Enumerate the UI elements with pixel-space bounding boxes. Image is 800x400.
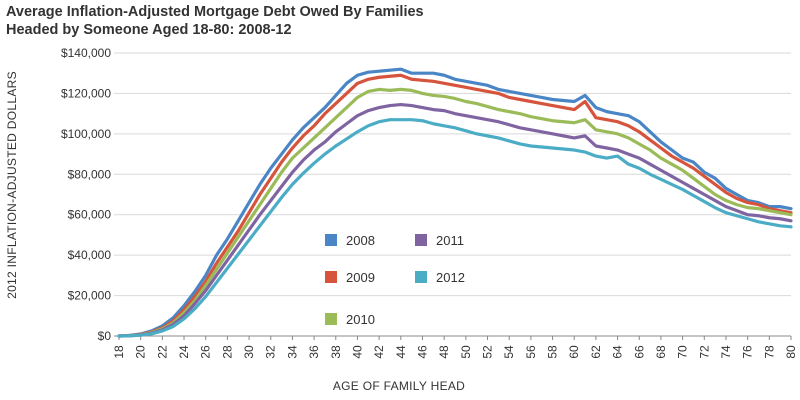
series-line-2010 [117, 87, 793, 338]
y-tick-label: $20,000 [68, 289, 112, 303]
x-tick-label: 32 [264, 345, 278, 359]
x-tick-label: 62 [589, 345, 603, 359]
series-line-2011 [117, 102, 793, 338]
legend: 2008 2011 2009 2012 2010 [325, 233, 465, 327]
x-tick-label: 56 [524, 345, 538, 359]
x-tick-label: 80 [784, 345, 798, 359]
x-tick-label: 26 [199, 345, 213, 359]
y-tick-label: $60,000 [68, 208, 112, 222]
x-tick-label: 52 [481, 345, 495, 359]
x-tick-label: 78 [762, 345, 776, 359]
x-tick-label: 44 [394, 345, 408, 359]
x-tick-label: 68 [654, 345, 668, 359]
y-tick-label: $0 [98, 329, 112, 343]
x-axis-label: AGE OF FAMILY HEAD [333, 379, 465, 393]
x-tick-label: 76 [741, 345, 755, 359]
x-tick-label: 18 [112, 345, 126, 359]
x-tick-label: 58 [546, 345, 560, 359]
legend-swatch-2010 [325, 313, 337, 325]
x-tick-label: 72 [697, 345, 711, 359]
x-tick-label: 24 [177, 345, 191, 359]
legend-swatch-2011 [415, 234, 427, 246]
x-tick-label: 46 [415, 345, 429, 359]
y-axis: $0 $20,000 $40,000 $60,000 $80,000 $100,000 $1… [61, 46, 111, 343]
legend-swatch-2012 [415, 271, 427, 283]
y-tick-label: $100,000 [61, 127, 111, 141]
x-tick-label: 74 [719, 345, 733, 359]
x-tick-label: 64 [611, 345, 625, 359]
chart-title: Average Inflation-Adjusted Mortgage Debt… [6, 3, 424, 39]
legend-label-2010: 2010 [346, 312, 375, 327]
x-tick-label: 54 [502, 345, 516, 359]
x-tick-label: 36 [307, 345, 321, 359]
legend-label-2009: 2009 [346, 270, 375, 285]
x-axis: 18 20 22 24 26 28 30 32 34 36 38 40 42 44 46 48 50 52 54 56… [112, 336, 798, 359]
x-tick-label: 60 [567, 345, 581, 359]
series-line-2009 [117, 73, 793, 338]
x-tick-label: 40 [350, 345, 364, 359]
x-tick-label: 42 [372, 345, 386, 359]
x-tick-label: 48 [437, 345, 451, 359]
x-tick-label: 30 [242, 345, 256, 359]
x-tick-label: 50 [459, 345, 473, 359]
chart-title-line2: Headed by Someone Aged 18-80: 2008-12 [6, 22, 292, 38]
chart-title-line1: Average Inflation-Adjusted Mortgage Debt… [6, 4, 424, 20]
x-tick-label: 28 [220, 345, 234, 359]
y-tick-label: $140,000 [61, 46, 111, 60]
y-tick-label: $40,000 [68, 248, 112, 262]
legend-label-2011: 2011 [436, 233, 464, 248]
legend-label-2008: 2008 [346, 233, 375, 248]
y-axis-label: 2012 INFLATION-ADJUSTED DOLLARS [5, 71, 19, 299]
y-tick-label: $120,000 [61, 86, 111, 100]
x-tick-label: 70 [676, 345, 690, 359]
series-lines [117, 67, 793, 338]
series-line-2012 [117, 118, 793, 338]
series-line-2008 [117, 67, 793, 338]
x-tick-label: 20 [134, 345, 148, 359]
x-tick-label: 38 [329, 345, 343, 359]
legend-swatch-2008 [325, 234, 337, 246]
x-tick-label: 22 [155, 345, 169, 359]
y-tick-label: $80,000 [68, 167, 112, 181]
x-tick-label: 66 [632, 345, 646, 359]
legend-label-2012: 2012 [436, 270, 465, 285]
x-tick-label: 34 [285, 345, 299, 359]
legend-swatch-2009 [325, 271, 337, 283]
